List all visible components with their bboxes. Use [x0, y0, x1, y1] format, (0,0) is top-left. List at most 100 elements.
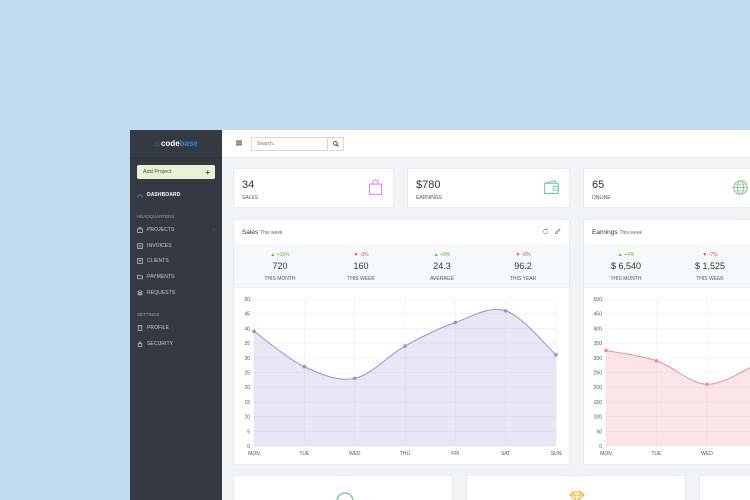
invoice-icon	[137, 243, 143, 249]
data-point	[604, 348, 608, 353]
logo[interactable]: ⌂ code base	[130, 130, 222, 158]
plus-icon: +	[205, 167, 210, 177]
stat-value: 34	[242, 179, 255, 191]
search-button[interactable]	[327, 137, 344, 151]
hamburger-menu-icon[interactable]	[236, 140, 242, 146]
sidebar-item-label: SECURITY	[147, 341, 174, 347]
data-point	[352, 376, 357, 381]
logo-text-prefix: code	[160, 139, 180, 148]
triangle-up-icon: ▲	[617, 252, 623, 258]
search-input[interactable]	[251, 137, 327, 151]
diamond-icon	[569, 491, 585, 500]
globe-icon	[733, 180, 748, 195]
summary-value: 720	[272, 261, 288, 271]
stat-value: $780	[416, 179, 441, 191]
y-tick-label: 300	[594, 356, 603, 362]
sidebar-item-dashboard[interactable]: DASHBOARD	[137, 192, 180, 198]
summary-item: ▲ +9% 24.3 AVERAGE	[402, 244, 482, 288]
lock-icon	[137, 341, 143, 347]
sales-panel: Sales This week ▲ +16% 720 THIS MONTH ▼ …	[233, 219, 570, 465]
x-tick-label: THU	[400, 451, 411, 457]
summary-delta: ▼ -3%	[353, 252, 369, 258]
sales-area-chart: 0 5 10 15 20 25 30 35 40 45 50 MON TUE WED THU FRI SAT SU…	[244, 297, 562, 457]
sidebar-heading-headquarters: HEADQUARTERS	[137, 214, 175, 219]
y-tick-label: 10	[244, 415, 250, 421]
sidebar-item-clients[interactable]: CLIENTS	[137, 258, 169, 264]
triangle-up-icon: ▲	[433, 252, 439, 258]
y-tick-label: 250	[594, 371, 603, 377]
triangle-up-icon: ▲	[270, 252, 276, 258]
summary-item: ▼ -3% 160 THIS WEEK	[321, 244, 401, 288]
stat-card-earnings: $780 EARNINGS	[407, 168, 570, 208]
summary-item: ▼ -7% $ 1,525 THIS WEEK	[670, 244, 750, 288]
y-tick-label: 40	[244, 326, 250, 332]
earnings-area-chart: 050100150200250300350400450500MONTUEWEDT…	[594, 297, 750, 457]
sidebar-item-label: INVOICES	[147, 243, 172, 249]
stat-value: 65	[592, 179, 605, 191]
briefcase-icon	[137, 227, 143, 233]
sidebar-item-label: REQUESTS	[147, 290, 176, 296]
refresh-icon[interactable]	[542, 228, 549, 235]
earnings-summary: ▲ +4% $ 6,540 THIS MONTH ▼ -7% $ 1,525 T…	[584, 244, 750, 288]
y-tick-label: 5	[247, 429, 250, 435]
sidebar-item-payments[interactable]: PAYMENTS	[137, 274, 175, 280]
y-tick-label: 50	[596, 429, 602, 435]
panel-title: Sales This week	[242, 229, 283, 236]
y-tick-label: 30	[244, 356, 250, 362]
sidebar-item-security[interactable]: SECURITY	[137, 341, 173, 347]
summary-item: ▼ -6% 96.2 THIS YEAR	[483, 244, 563, 288]
data-point	[654, 358, 659, 363]
x-tick-label: MON	[248, 451, 260, 457]
sidebar-item-profile[interactable]: PROFILE	[137, 325, 169, 331]
y-tick-label: 45	[244, 312, 250, 318]
y-tick-label: 500	[594, 297, 603, 303]
stat-label: ONLINE	[592, 195, 611, 201]
bottom-card-1	[233, 475, 453, 500]
summary-label: THIS MONTH	[610, 276, 642, 282]
sidebar-item-label: PROJECTS	[147, 227, 175, 233]
summary-value: $ 1,525	[694, 261, 726, 271]
y-tick-label: 35	[244, 341, 250, 347]
logo-icon: ⌂	[154, 139, 159, 148]
triangle-down-icon: ▼	[515, 252, 521, 258]
sidebar-item-invoices[interactable]: INVOICES	[137, 243, 172, 249]
edit-icon[interactable]	[554, 228, 561, 235]
summary-delta: ▲ +4%	[617, 252, 635, 258]
x-tick-label: WED	[349, 451, 361, 457]
shopping-bag-icon	[369, 179, 382, 195]
panel-subtitle: This week	[260, 230, 283, 236]
sidebar-item-label: DASHBOARD	[147, 192, 181, 198]
data-point	[453, 320, 458, 325]
x-tick-label: WED	[701, 451, 713, 457]
data-point	[705, 382, 709, 387]
y-tick-label: 150	[594, 400, 603, 406]
stat-card-sales: 34 SALES	[233, 168, 394, 208]
x-tick-label: TUE	[652, 451, 663, 457]
summary-delta: ▼ -7%	[702, 252, 718, 258]
bottom-card-3	[699, 475, 750, 500]
dashboard-app: ⌂ code base Add Project + DASHBOARD HEADQ…	[130, 130, 750, 500]
y-tick-label: 25	[244, 371, 250, 377]
y-tick-label: 20	[244, 385, 250, 391]
summary-delta: ▼ -6%	[515, 252, 531, 258]
panel-subtitle: This week	[619, 230, 642, 236]
series-area	[254, 309, 556, 446]
y-tick-label: 0	[599, 444, 602, 450]
sidebar-item-requests[interactable]: REQUESTS	[137, 290, 175, 296]
dashboard-icon	[137, 192, 143, 198]
summary-value: 24.3	[433, 261, 451, 271]
search-icon	[332, 141, 339, 147]
data-point	[302, 364, 307, 369]
y-tick-label: 100	[594, 415, 603, 421]
y-tick-label: 450	[594, 312, 603, 318]
x-tick-label: SUN	[551, 451, 562, 457]
sidebar-heading-settings: SETTINGS	[137, 312, 160, 317]
data-point	[252, 329, 256, 334]
summary-item: ▲ +4% $ 6,540 THIS MONTH	[586, 244, 666, 288]
summary-value: 96.2	[514, 261, 532, 271]
summary-item: ▲ +16% 720 THIS MONTH	[240, 244, 320, 288]
profile-icon	[137, 325, 143, 331]
add-project-button[interactable]: Add Project +	[137, 165, 215, 179]
sidebar-item-projects[interactable]: PROJECTS ›	[137, 227, 215, 233]
x-tick-label: TUE	[299, 451, 310, 457]
